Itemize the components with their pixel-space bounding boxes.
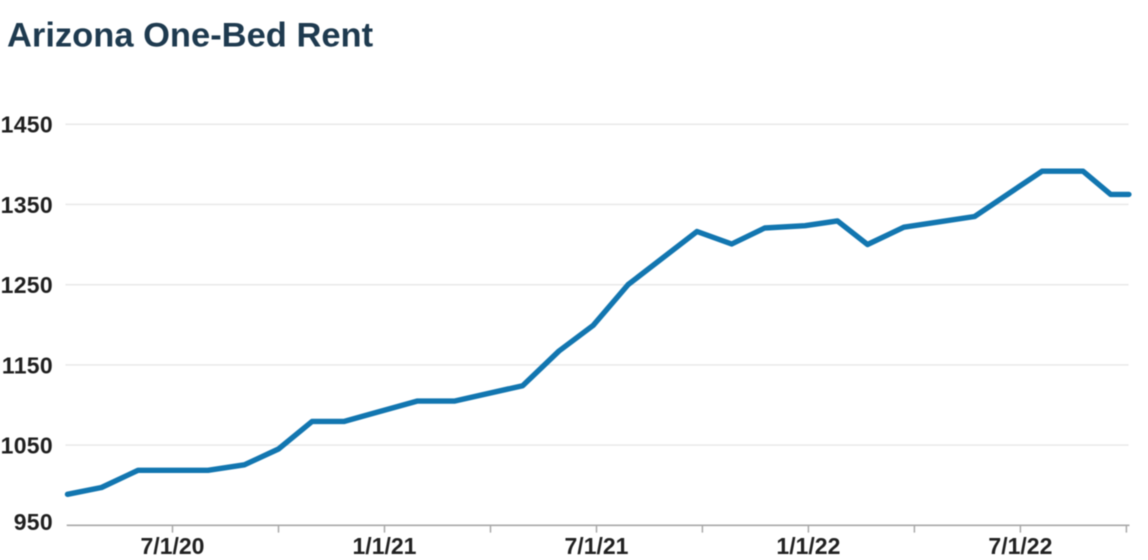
svg-text:1250: 1250	[1, 272, 53, 298]
svg-text:7/1/21: 7/1/21	[565, 533, 629, 559]
svg-text:7/1/20: 7/1/20	[141, 533, 205, 559]
svg-text:950: 950	[14, 509, 53, 535]
svg-text:1450: 1450	[1, 112, 53, 138]
svg-text:1350: 1350	[1, 192, 53, 218]
svg-text:1/1/21: 1/1/21	[353, 533, 417, 559]
svg-text:Arizona One-Bed Rent: Arizona One-Bed Rent	[7, 17, 374, 55]
svg-text:1/1/22: 1/1/22	[776, 533, 840, 559]
svg-text:1050: 1050	[1, 433, 53, 459]
svg-text:7/1/22: 7/1/22	[988, 533, 1052, 559]
svg-text:1150: 1150	[2, 352, 53, 378]
